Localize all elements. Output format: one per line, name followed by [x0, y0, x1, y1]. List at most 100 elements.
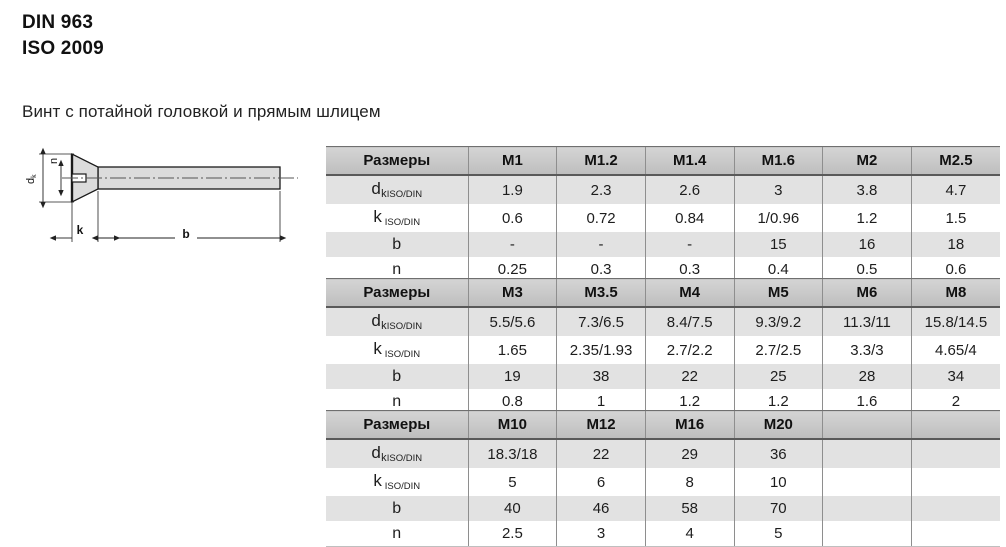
- header-cell-size: M16: [644, 410, 734, 440]
- header-cell-size: [822, 410, 912, 440]
- table-cell: 10: [733, 468, 823, 496]
- header-cell-size: M1: [467, 146, 557, 176]
- table-cell: [822, 468, 912, 496]
- table-cell: [910, 521, 1000, 547]
- header-cell-size: M6: [822, 278, 912, 308]
- table-cell: 3: [556, 521, 646, 547]
- table-cell: 5.5/5.6: [467, 307, 557, 336]
- header-cell-label: Размеры: [326, 278, 469, 308]
- dimension-label-dk: dk: [25, 174, 38, 184]
- table-cell: 0.84: [644, 204, 734, 232]
- table-row: k ISO/DIN 0.6 0.72 0.84 1/0.96 1.2 1.5: [326, 204, 1000, 232]
- table-header-row: Размеры M10 M12 M16 M20: [326, 410, 1000, 440]
- table-cell: 4: [644, 521, 734, 547]
- table-cell: 25: [733, 364, 823, 389]
- header-cell-size: M2: [822, 146, 912, 176]
- table-cell: 3: [733, 175, 823, 204]
- table-header-row: Размеры M3 M3.5 M4 M5 M6 M8: [326, 278, 1000, 308]
- table-cell: 1.2: [822, 204, 912, 232]
- table-row: b - - -15 16 18: [326, 232, 1000, 257]
- spec-sheet-page: DIN 963 ISO 2009 Винт с потайной головко…: [10, 10, 1000, 547]
- header-cell-size: M20: [733, 410, 823, 440]
- table-cell: [910, 496, 1000, 521]
- header-cell-size: M4: [644, 278, 734, 308]
- table-cell: 1.5: [910, 204, 1000, 232]
- standard-din: DIN 963: [22, 12, 94, 33]
- table-cell: 1.9: [467, 175, 557, 204]
- table-sizes-m10-m20: Размеры M10 M12 M16 M20 dkISO/DIN 18.3/18 22 29 3…: [326, 410, 1000, 547]
- header-cell-label: Размеры: [326, 146, 469, 176]
- table-header-row: Размеры M1 M1.2 M1.4 M1.6 M2 M2.5: [326, 146, 1000, 176]
- table-row: k ISO/DIN 1.65 2.35/1.93 2.7/2.2 2.7/2.5 3.3/…: [326, 336, 1000, 364]
- table-row: k ISO/DIN 5 6 8 10: [326, 468, 1000, 496]
- table-cell: 38: [556, 364, 646, 389]
- table-cell: [822, 521, 912, 547]
- table-cell: 5: [733, 521, 823, 547]
- table-cell: 3.3/3: [822, 336, 912, 364]
- table-cell: 29: [644, 439, 734, 468]
- table-cell: 2.35/1.93: [556, 336, 646, 364]
- table-cell: 46: [556, 496, 646, 521]
- table-cell: -: [644, 232, 734, 257]
- header-cell-size: M2.5: [910, 146, 1000, 176]
- header-cell-size: M8: [910, 278, 1000, 308]
- table-cell: [910, 439, 1000, 468]
- table-cell: 4.65/4: [910, 336, 1000, 364]
- table-row: b 19 38 22 25 28 34: [326, 364, 1000, 389]
- table-cell: 4.7: [910, 175, 1000, 204]
- table-cell: 5: [467, 468, 557, 496]
- row-label-k: k ISO/DIN: [326, 336, 469, 364]
- table-cell: 16: [822, 232, 912, 257]
- row-label-b: b: [326, 364, 469, 389]
- table-cell: 2.6: [644, 175, 734, 204]
- table-cell: 28: [822, 364, 912, 389]
- product-subtitle: Винт с потайной головкой и прямым шлицем: [22, 102, 381, 121]
- table-row: dkISO/DIN 1.9 2.3 2.6 3 3.8 4.7: [326, 175, 1000, 204]
- table-cell: 15.8/14.5: [910, 307, 1000, 336]
- header-cell-size: M12: [556, 410, 646, 440]
- table-row: b 40 46 58 70: [326, 496, 1000, 521]
- row-label-b: b: [326, 232, 469, 257]
- dimension-label-n: n: [48, 158, 60, 164]
- table-cell: 11.3/11: [822, 307, 912, 336]
- table-cell: 15: [733, 232, 823, 257]
- table-sizes-m3-m8: Размеры M3 M3.5 M4 M5 M6 M8 dkISO/DIN 5.5/5.6 7.3…: [326, 278, 1000, 415]
- header-cell-size: M10: [467, 410, 557, 440]
- table-cell: 3.8: [822, 175, 912, 204]
- dimension-label-b: b: [182, 227, 189, 241]
- table-cell: 8: [644, 468, 734, 496]
- header-cell-size: M3.5: [556, 278, 646, 308]
- row-label-k: k ISO/DIN: [326, 204, 469, 232]
- table-cell: 40: [467, 496, 557, 521]
- table-cell: 34: [910, 364, 1000, 389]
- row-label-dk: dkISO/DIN: [326, 307, 469, 336]
- table-cell: 2.5: [467, 521, 557, 547]
- table-cell: 18: [910, 232, 1000, 257]
- table-cell: -: [556, 232, 646, 257]
- table-cell: 8.4/7.5: [644, 307, 734, 336]
- countersunk-slotted-screw-drawing: dk n k b: [10, 146, 310, 256]
- table-cell: 9.3/9.2: [733, 307, 823, 336]
- header-cell-size: M1.6: [733, 146, 823, 176]
- table-cell: 0.72: [556, 204, 646, 232]
- table-row: dkISO/DIN 5.5/5.6 7.3/6.5 8.4/7.5 9.3/9.2 11.…: [326, 307, 1000, 336]
- table-cell: -: [467, 232, 557, 257]
- table-cell: 22: [556, 439, 646, 468]
- table-row: n 2.5 3 4 5: [326, 521, 1000, 547]
- standard-heading: DIN 963 ISO 2009: [22, 10, 104, 62]
- table-cell: 2.7/2.2: [644, 336, 734, 364]
- table-cell: [910, 468, 1000, 496]
- table-cell: 22: [644, 364, 734, 389]
- table-cell: 1.65: [467, 336, 557, 364]
- row-label-k: k ISO/DIN: [326, 468, 469, 496]
- header-cell-size: M5: [733, 278, 823, 308]
- dimension-label-k: k: [77, 223, 84, 237]
- header-cell-size: [910, 410, 1000, 440]
- header-cell-size: M3: [467, 278, 557, 308]
- table-cell: [822, 496, 912, 521]
- screw-diagram-svg: dk n k b: [25, 147, 298, 242]
- table-cell: 1/0.96: [733, 204, 823, 232]
- table-cell: 7.3/6.5: [556, 307, 646, 336]
- table-cell: 19: [467, 364, 557, 389]
- header-cell-label: Размеры: [326, 410, 469, 440]
